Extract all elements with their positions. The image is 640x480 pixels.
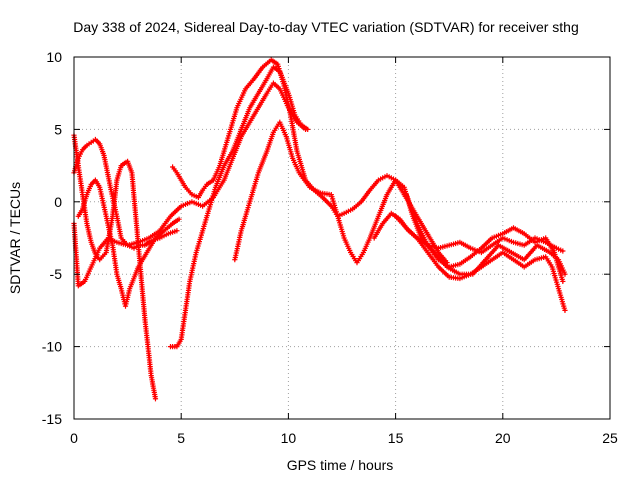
x-tick-label: 20 — [495, 430, 511, 446]
series-markers — [232, 119, 568, 277]
y-tick-label: -15 — [42, 411, 62, 427]
series-markers — [403, 192, 566, 285]
x-axis-label: GPS time / hours — [287, 457, 394, 473]
y-tick-label: 5 — [54, 121, 62, 137]
series-markers — [71, 80, 309, 289]
series-track-g — [232, 119, 568, 277]
series-track-i — [393, 213, 568, 313]
series-track-f — [167, 64, 311, 350]
y-axis-label: SDTVAR / TECUs — [7, 182, 23, 294]
data-series — [71, 57, 568, 402]
series-track-e — [170, 57, 450, 266]
y-tick-label: -5 — [50, 266, 63, 282]
y-tick-label: -10 — [42, 339, 62, 355]
plot-frame — [73, 56, 611, 420]
chart-title: Day 338 of 2024, Sidereal Day-to-day VTE… — [73, 19, 579, 35]
series-markers — [167, 64, 311, 350]
series-line — [171, 58, 449, 264]
axis-ticks: 0 5 10 15 20 25 -15 -10 -5 0 5 10 — [42, 49, 618, 446]
series-line — [72, 81, 307, 287]
x-tick-label: 25 — [602, 430, 618, 446]
y-tick-label: 0 — [54, 194, 62, 210]
x-tick-label: 5 — [177, 430, 185, 446]
y-tick-label: 10 — [46, 49, 62, 65]
series-markers — [75, 177, 182, 309]
x-tick-label: 10 — [281, 430, 297, 446]
series-track-c — [75, 177, 182, 309]
series-line — [233, 121, 567, 276]
x-tick-label: 0 — [70, 430, 78, 446]
x-tick-label: 15 — [388, 430, 404, 446]
series-track-d — [71, 80, 309, 289]
series-track-j — [403, 192, 566, 285]
series-markers — [393, 213, 568, 313]
series-markers — [170, 57, 450, 266]
